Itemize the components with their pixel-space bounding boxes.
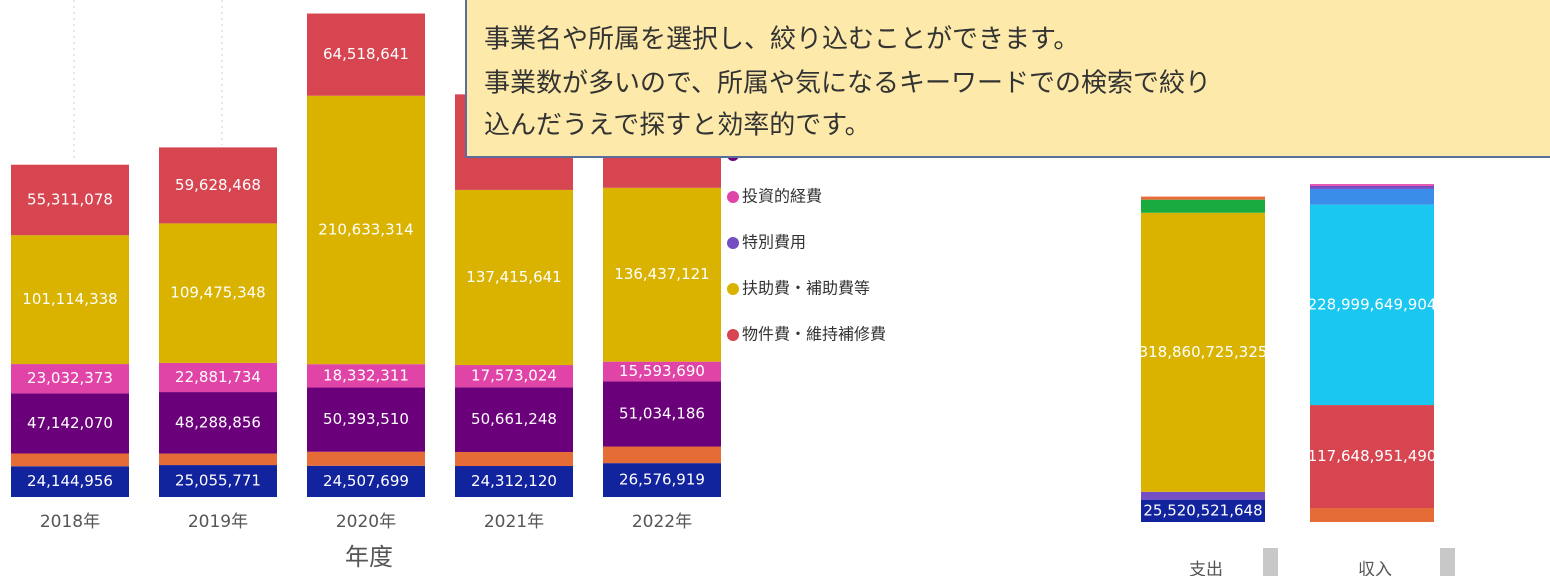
data-label: 24,507,699	[323, 472, 409, 490]
data-label: 109,475,348	[170, 284, 265, 302]
x-tick-label: 2021年	[484, 512, 544, 532]
data-label: 47,142,070	[27, 414, 113, 432]
bar-segment	[603, 361, 721, 382]
tooltip-line: 込んだうえで探すと効率的です。	[484, 111, 871, 141]
bar-segment	[307, 364, 425, 388]
legend-label: 投資的経費	[742, 187, 822, 206]
data-label: 23,032,373	[27, 369, 113, 387]
bar-segment	[1141, 196, 1265, 200]
data-label: 137,415,641	[466, 268, 561, 286]
data-label: 48,288,856	[175, 413, 261, 431]
data-label: 55,311,078	[27, 190, 113, 208]
data-label: 136,437,121	[614, 265, 709, 283]
data-label: 18,332,311	[323, 366, 409, 384]
data-label: 24,144,956	[27, 472, 113, 490]
legend-label: 扶助費・補助費等	[742, 279, 870, 298]
data-label: 117,648,951,490	[1308, 447, 1437, 465]
bar-segment	[603, 463, 721, 497]
data-label: 210,633,314	[318, 220, 413, 238]
scroll-indicator	[1440, 548, 1455, 576]
balance-chart: 25,520,521,648 318,860,725,325 支出 117,648,9…	[1139, 184, 1437, 576]
bar-segment	[159, 223, 277, 363]
bar-segment	[11, 164, 129, 236]
bar-segment	[603, 381, 721, 447]
bar-segment	[11, 235, 129, 365]
x-tick-label: 支出	[1189, 560, 1223, 576]
bar-segment	[455, 387, 573, 452]
data-label: 24,312,120	[471, 472, 557, 490]
data-label: 25,055,771	[175, 472, 261, 490]
data-label: 64,518,641	[323, 45, 409, 63]
data-label: 50,393,510	[323, 410, 409, 428]
data-label: 15,593,690	[619, 362, 705, 380]
x-tick-label: 収入	[1358, 560, 1392, 576]
tooltip-box	[465, 0, 1550, 158]
legend-dot	[727, 283, 739, 295]
bar-segment	[1141, 491, 1265, 500]
bar-segment	[1141, 212, 1265, 492]
legend-label: 特別費用	[742, 233, 806, 252]
legend-label: 物件費・維持補修費	[742, 325, 886, 344]
data-label: 25,520,521,648	[1143, 501, 1262, 519]
bar-segment	[159, 392, 277, 454]
data-label: 228,999,649,904	[1308, 295, 1437, 313]
bar-segment	[1310, 508, 1434, 522]
bar-segment	[159, 147, 277, 224]
bar-segment	[159, 362, 277, 393]
bar-segment	[603, 187, 721, 362]
data-label: 318,860,725,325	[1139, 343, 1268, 361]
tooltip-line: 事業名や所属を選択し、絞り込むことができます。	[484, 25, 1079, 55]
x-tick-label: 2019年	[188, 512, 248, 532]
x-axis-title: 年度	[345, 543, 393, 571]
data-label: 59,628,468	[175, 176, 261, 194]
bar-segment	[11, 393, 129, 454]
data-label: 101,114,338	[22, 290, 117, 308]
bar-segment	[11, 453, 129, 467]
legend-dot	[727, 191, 739, 203]
bar-segment	[307, 387, 425, 452]
x-tick-label: 2018年	[40, 512, 100, 532]
bar-segment	[307, 465, 425, 497]
legend-dot	[727, 237, 739, 249]
bar-segment	[455, 466, 573, 497]
x-tick-label: 2020年	[336, 512, 396, 532]
bar-segment	[159, 453, 277, 466]
scroll-indicator	[1263, 548, 1278, 576]
data-label: 50,661,248	[471, 410, 557, 428]
bar-segment	[307, 451, 425, 466]
bar-segment	[307, 95, 425, 365]
legend-dot	[727, 329, 739, 341]
bar-segment	[1141, 499, 1265, 522]
bar-segment	[1310, 405, 1434, 508]
tooltip-line: 事業数が多いので、所属や気になるキーワードでの検索で絞り	[484, 69, 1211, 99]
bar-segment	[603, 446, 721, 464]
bar-segment	[11, 364, 129, 394]
bar-segment	[307, 13, 425, 96]
bar-segment	[159, 465, 277, 497]
bar-segment	[1310, 188, 1434, 205]
bar-segment	[1141, 199, 1265, 213]
bar-segment	[455, 189, 573, 366]
bar-segment	[1310, 184, 1434, 186]
data-label: 26,576,919	[619, 471, 705, 489]
data-label: 17,573,024	[471, 367, 557, 385]
bar-segment	[1310, 185, 1434, 189]
data-label: 51,034,186	[619, 405, 705, 423]
bar-segment	[455, 451, 573, 467]
tooltip: 事業名や所属を選択し、絞り込むことができます。 事業数が多いので、所属や気になる…	[465, 0, 1550, 158]
data-label: 22,881,734	[175, 368, 261, 386]
x-tick-label: 2022年	[632, 512, 692, 532]
bar-segment	[1310, 204, 1434, 406]
bar-segment	[455, 365, 573, 388]
bar-segment	[11, 466, 129, 497]
